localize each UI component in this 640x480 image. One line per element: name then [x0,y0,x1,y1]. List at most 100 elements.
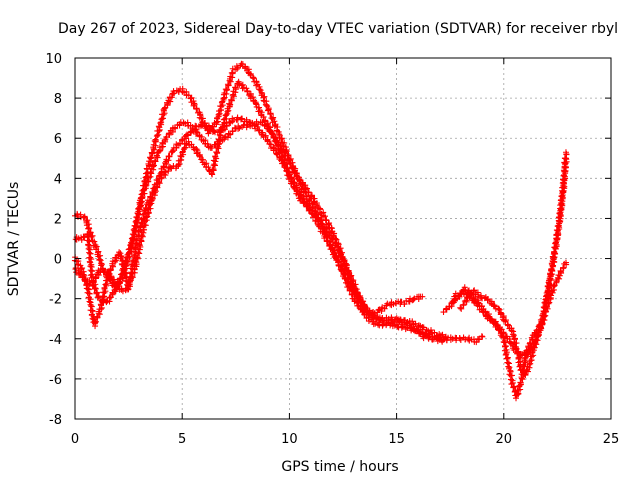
data-point [126,274,133,281]
y-tick-label: 0 [54,253,62,268]
data-point [550,283,557,290]
data-point [110,263,117,270]
data-point [449,335,456,342]
x-tick-label: 0 [71,432,79,447]
data-point [224,81,231,88]
data-point [323,217,330,224]
data-point [129,270,136,277]
data-point [98,298,105,305]
data-point [119,288,126,295]
data-point [500,338,507,345]
data-point [227,78,234,85]
data-point [198,123,205,130]
data-point [403,297,410,304]
data-point [296,176,303,183]
data-point [151,157,158,164]
data-point [190,102,197,109]
data-point [527,345,534,352]
data-point [129,257,136,264]
data-point [560,264,567,271]
data-point [520,367,527,374]
data-point [214,118,221,125]
data-point [171,90,178,97]
data-point [526,361,533,368]
data-point [106,270,113,277]
data-point [101,285,108,292]
data-point [228,96,235,103]
data-point [502,318,509,325]
data-point [319,220,326,227]
data-point [255,126,262,133]
data-point [562,259,569,266]
data-point [159,139,166,146]
data-point [243,118,250,125]
data-point [495,305,502,312]
y-tick-label: 8 [54,92,62,107]
y-tick-label: 4 [54,172,62,187]
data-point [508,372,515,379]
data-point [205,130,212,137]
data-point [543,304,550,311]
data-point [267,111,274,118]
data-point [557,210,564,217]
data-point [458,305,465,312]
data-point [148,154,155,161]
data-point [265,106,272,113]
data-point [392,316,399,323]
x-tick-label: 25 [603,432,620,447]
y-tick-label: -6 [49,373,62,388]
series-track-1 [72,60,426,319]
data-point [161,137,168,144]
data-point [379,321,386,328]
data-point [425,328,432,335]
data-point [478,333,485,340]
data-point [496,306,503,313]
data-point [252,100,259,107]
y-tick-label: -4 [49,333,62,348]
data-point [287,175,294,182]
data-point [157,120,164,127]
data-point [256,127,263,134]
data-point [279,160,286,167]
data-point [116,249,123,256]
data-point [169,148,176,155]
data-point [118,285,125,292]
data-point [97,257,104,264]
data-point [515,348,522,355]
data-point [560,172,567,179]
data-point [326,243,333,250]
data-point [491,302,498,309]
plot-frame [74,57,612,420]
data-point [141,215,148,222]
data-point [487,315,494,322]
data-point [161,105,168,112]
data-point [457,304,464,311]
data-point [222,133,229,140]
data-point [305,189,312,196]
data-point [442,333,449,340]
data-point [261,118,268,125]
data-point [353,286,360,293]
data-point [98,304,105,311]
data-point [151,146,158,153]
data-point [503,317,510,324]
data-point [227,101,234,108]
data-point [88,256,95,263]
data-point [280,159,287,166]
data-point [137,237,144,244]
data-point [239,115,246,122]
data-point [563,158,570,165]
data-point [548,266,555,273]
data-point [317,217,324,224]
data-point [208,144,215,151]
data-point [324,238,331,245]
data-point [213,149,220,156]
data-point [381,305,388,312]
data-point [466,293,473,300]
data-point [191,101,198,108]
data-point [517,379,524,386]
data-point [187,129,194,136]
data-point [562,149,569,156]
data-point [99,265,106,272]
